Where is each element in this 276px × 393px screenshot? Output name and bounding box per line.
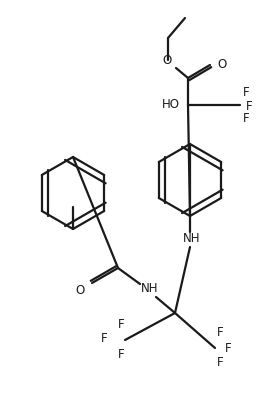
Text: HO: HO (162, 99, 180, 112)
Text: F: F (217, 327, 224, 340)
Text: O: O (76, 283, 85, 296)
Text: NH: NH (141, 283, 159, 296)
Text: F: F (118, 318, 124, 331)
Text: O: O (217, 57, 226, 70)
Text: F: F (243, 112, 250, 125)
Text: F: F (225, 343, 232, 356)
Text: F: F (217, 356, 224, 369)
Text: F: F (243, 86, 250, 99)
Text: F: F (100, 332, 107, 345)
Text: NH: NH (183, 233, 201, 246)
Text: F: F (246, 99, 253, 112)
Text: F: F (118, 347, 124, 360)
Text: O: O (162, 55, 172, 68)
